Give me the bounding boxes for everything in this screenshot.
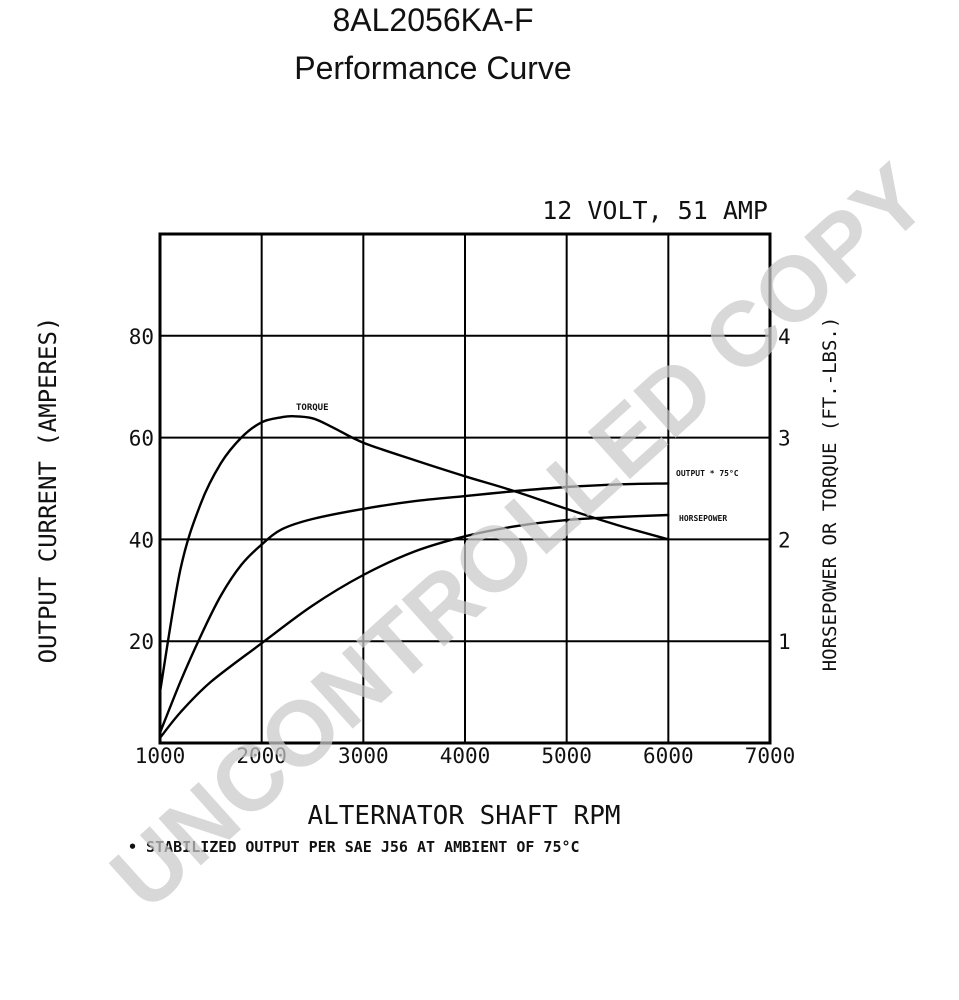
y2-tick-label: 2 bbox=[778, 528, 791, 552]
series-label-output: OUTPUT * 75°C bbox=[676, 469, 739, 478]
y-tick-label: 40 bbox=[129, 528, 154, 552]
y-tick-label: 60 bbox=[129, 427, 154, 451]
x-axis-label: ALTERNATOR SHAFT RPM bbox=[307, 801, 620, 831]
footnote: • STABILIZED OUTPUT PER SAE J56 AT AMBIE… bbox=[128, 838, 580, 856]
series-line-horsepower bbox=[158, 513, 670, 740]
y-tick-label: 20 bbox=[129, 630, 154, 654]
page-title: 8AL2056KA-F bbox=[332, 2, 534, 38]
rating-label: 12 VOLT, 51 AMP bbox=[542, 196, 768, 225]
series-line-torque bbox=[158, 414, 670, 694]
x-tick-label: 7000 bbox=[745, 744, 796, 768]
series-line-output bbox=[158, 482, 670, 734]
series-label-torque: TORQUE bbox=[296, 403, 329, 413]
tick-labels: 1000 2000 3000 4000 5000 6000 7000 20 40 60 80 1 2 3 4 bbox=[129, 325, 796, 768]
y-axis-label: OUTPUT CURRENT (AMPERES) bbox=[34, 317, 62, 664]
x-tick-label: 6000 bbox=[643, 744, 694, 768]
y2-tick-label: 4 bbox=[778, 325, 791, 349]
series-layer bbox=[158, 414, 670, 740]
x-tick-label: 4000 bbox=[440, 744, 491, 768]
y2-tick-label: 1 bbox=[778, 630, 791, 654]
plot-frame bbox=[158, 232, 772, 745]
x-tick-label: 5000 bbox=[541, 744, 592, 768]
series-label-horsepower: HORSEPOWER bbox=[679, 514, 727, 523]
y-tick-label: 80 bbox=[129, 325, 154, 349]
page-subtitle: Performance Curve bbox=[294, 50, 572, 86]
y2-tick-label: 3 bbox=[778, 427, 791, 451]
x-tick-label: 1000 bbox=[135, 744, 186, 768]
x-tick-label: 2000 bbox=[236, 744, 287, 768]
x-tick-label: 3000 bbox=[338, 744, 389, 768]
y2-axis-label: HORSEPOWER OR TORQUE (FT.-LBS.) bbox=[819, 317, 841, 672]
chart-grid bbox=[160, 234, 770, 743]
